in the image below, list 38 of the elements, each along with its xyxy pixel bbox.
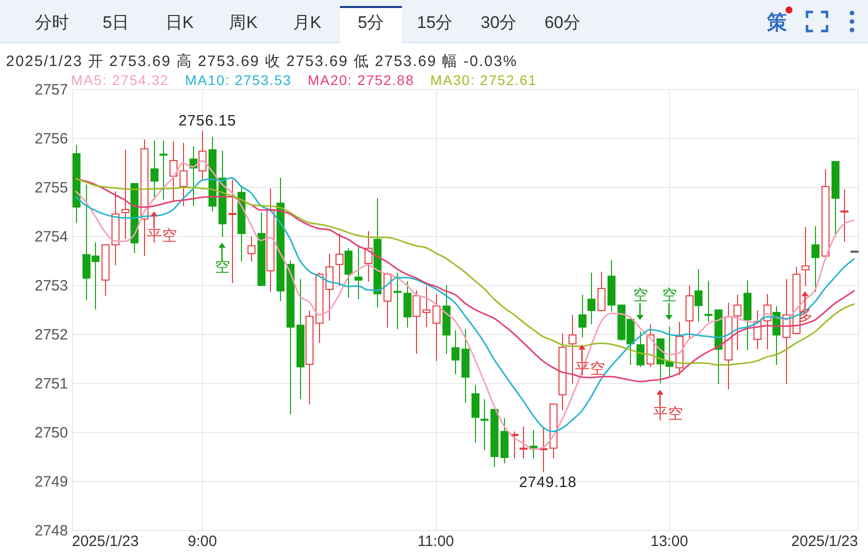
y-tick-label: 2748 bbox=[34, 522, 68, 540]
x-tick-label: 2025/1/23 bbox=[72, 533, 139, 550]
text: 60分 bbox=[544, 13, 580, 32]
annotation: 空 bbox=[633, 286, 648, 304]
x-tick-label: 9:00 bbox=[188, 533, 217, 550]
y-tick-label: 2752 bbox=[34, 326, 68, 344]
text: MA10: 2753.53 bbox=[184, 72, 292, 88]
text: 策 bbox=[766, 12, 787, 34]
y-tick-label: 2757 bbox=[34, 81, 68, 98]
annotation: 空 bbox=[215, 258, 230, 276]
annotation: 平空 bbox=[575, 360, 605, 378]
chart-title: 2025/1/23 开 2753.69 高 2753.69 收 2753.69 低 2753.69 幅 -0.03% bbox=[6, 53, 518, 70]
annotation: 平空 bbox=[147, 227, 177, 244]
text: 周K bbox=[229, 13, 258, 32]
y-tick-label: 2754 bbox=[34, 228, 68, 246]
text: 分时 bbox=[35, 13, 69, 32]
text: 5日 bbox=[102, 13, 130, 32]
text: MA30: 2752.61 bbox=[430, 72, 537, 88]
x-tick-label: 13:00 bbox=[650, 533, 688, 550]
y-tick-label: 2750 bbox=[34, 424, 68, 442]
x-tick-label: 11:00 bbox=[418, 533, 454, 550]
y-tick-label: 2756 bbox=[34, 130, 68, 148]
text: MA5: 2754.32 bbox=[71, 72, 169, 88]
y-tick-label: 2755 bbox=[34, 179, 68, 196]
text: 日K bbox=[165, 13, 194, 32]
text: 15分 bbox=[416, 13, 453, 32]
text: 5分 bbox=[358, 13, 384, 32]
x-tick-label: 2025/1/23 bbox=[791, 533, 858, 550]
y-tick-label: 2749 bbox=[34, 473, 68, 490]
annotation: 2749.18 bbox=[518, 474, 577, 492]
y-tick-label: 2753 bbox=[34, 277, 68, 294]
text: MA20: 2752.88 bbox=[308, 72, 414, 88]
annotation: 2756.15 bbox=[178, 112, 236, 130]
text: 30分 bbox=[480, 13, 517, 32]
annotation: 平空 bbox=[653, 406, 683, 423]
annotation: 空 bbox=[662, 286, 677, 304]
y-tick-label: 2751 bbox=[34, 375, 68, 392]
text: 月K bbox=[293, 13, 322, 32]
